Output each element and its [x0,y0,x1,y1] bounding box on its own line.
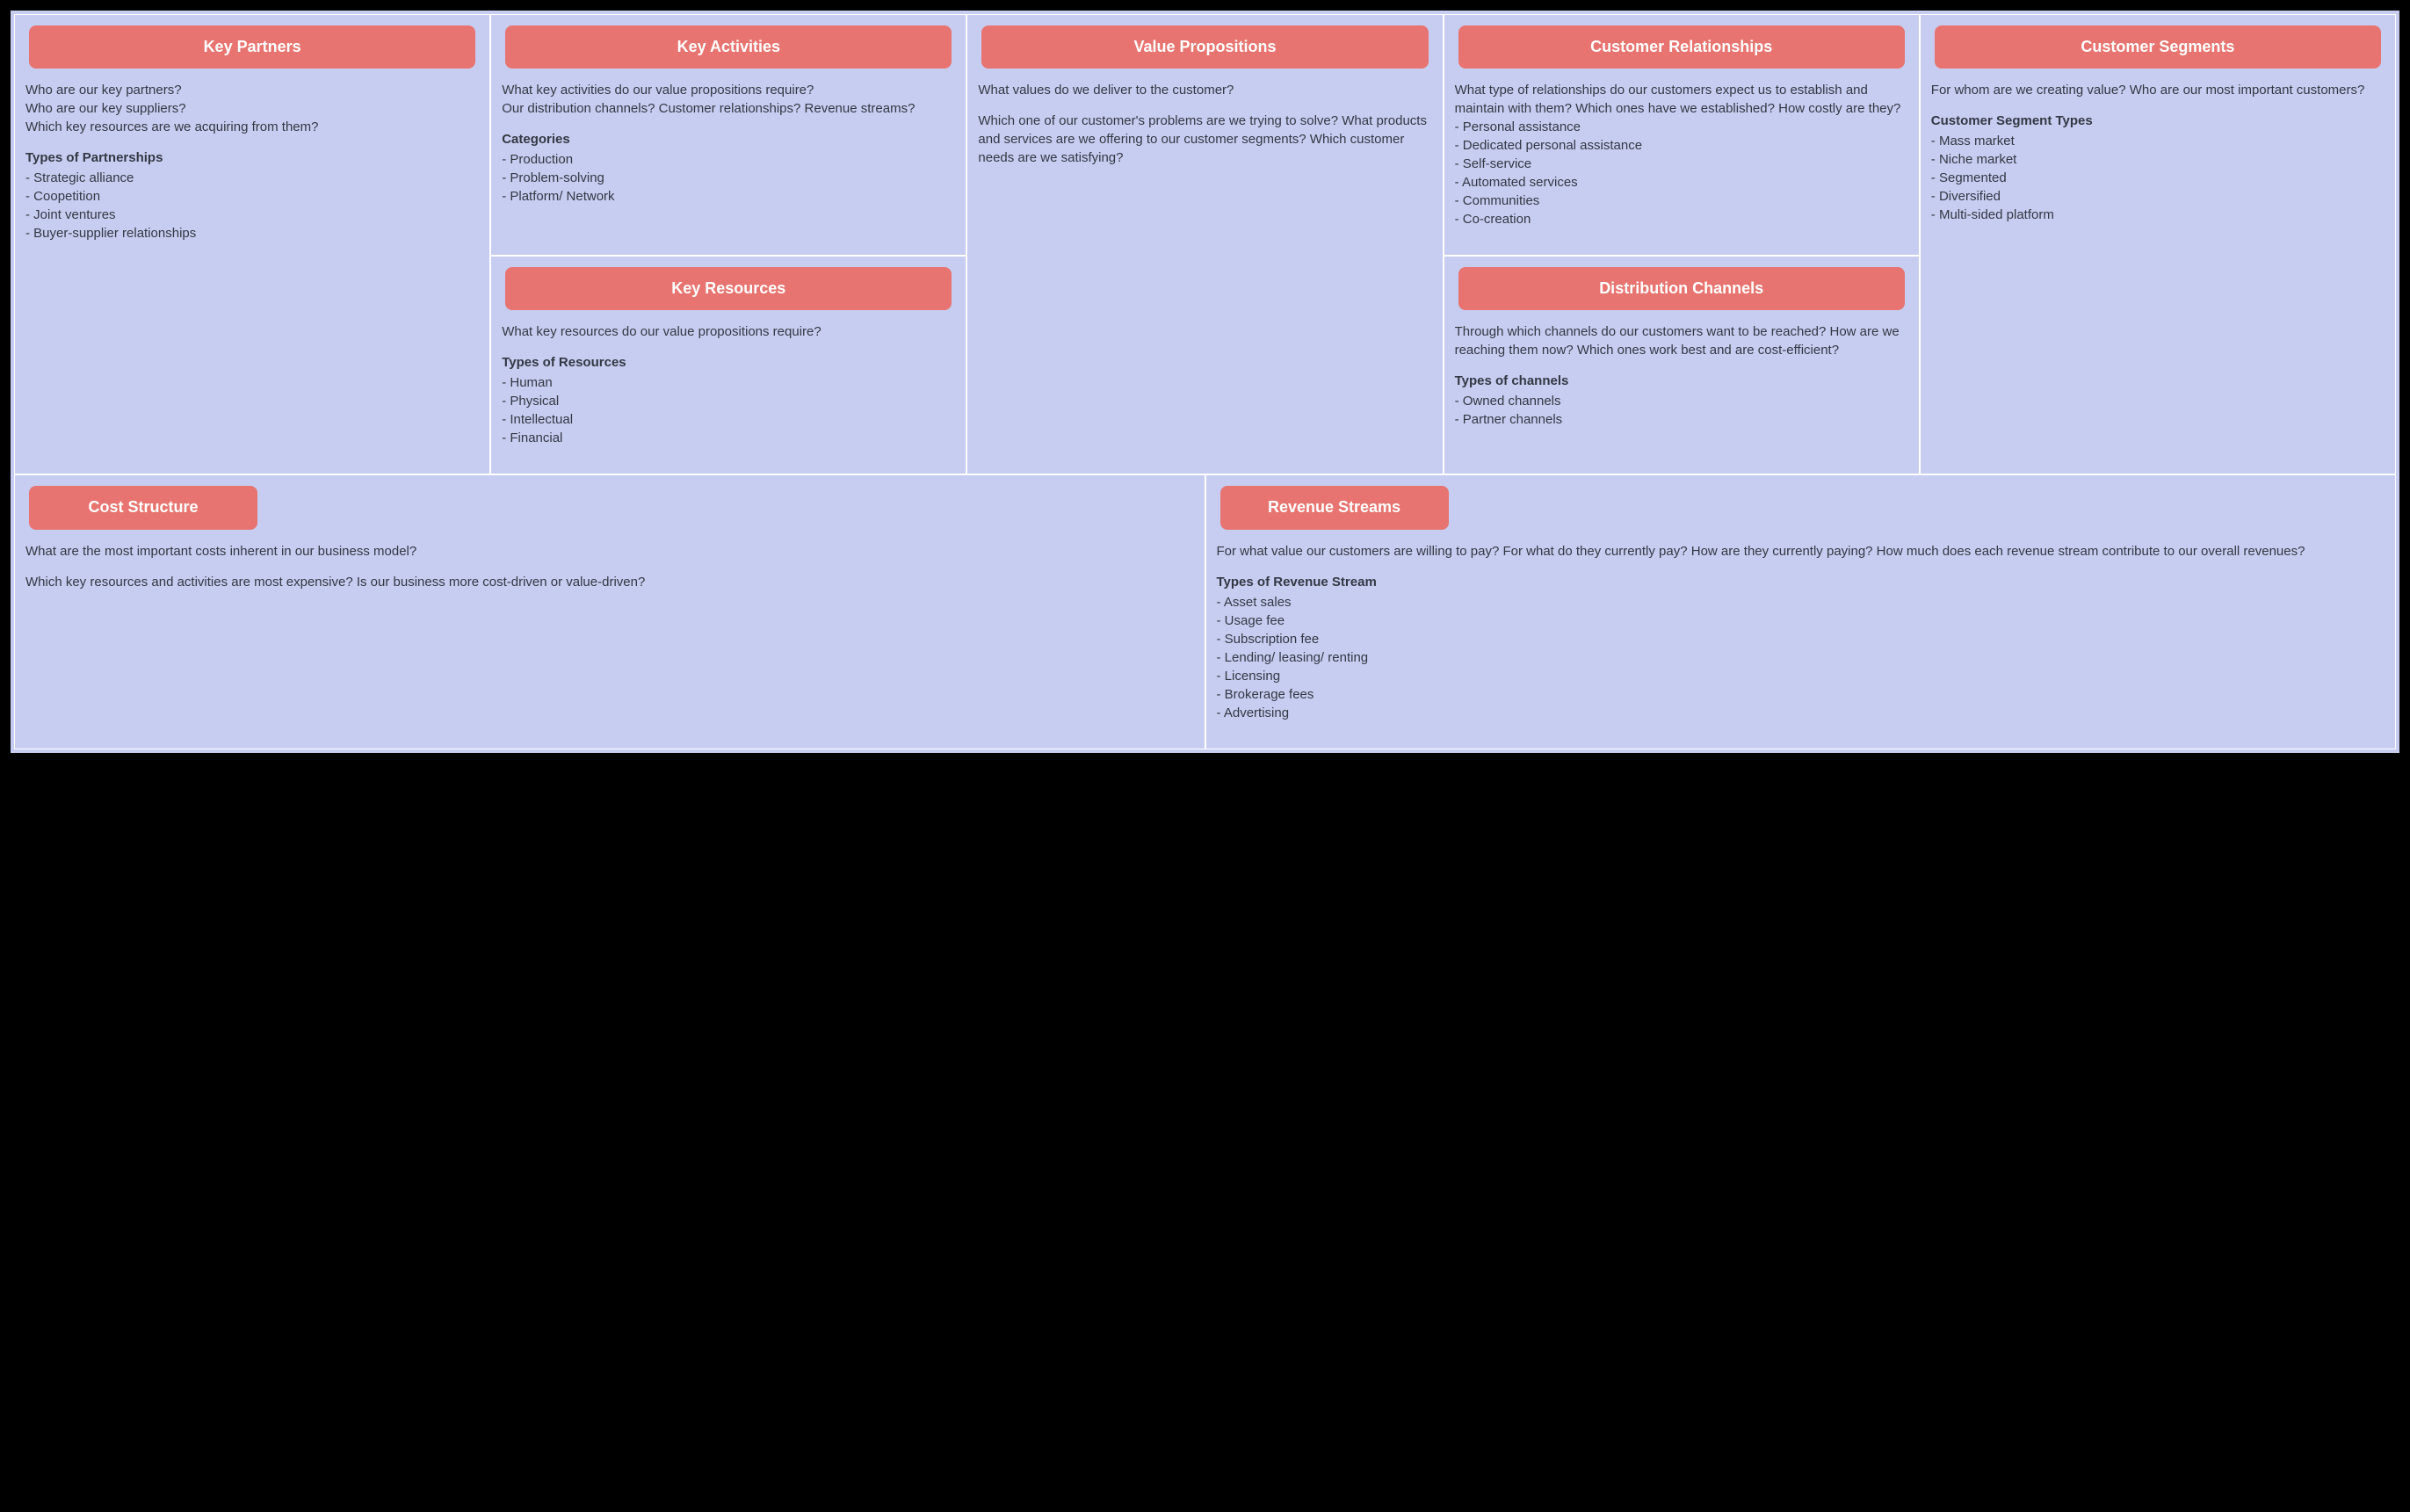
subhead: Types of channels [1455,372,1908,390]
header-customer-relationships: Customer Relationships [1458,25,1905,69]
text: Our distribution channels? Customer rela… [502,99,955,118]
subhead: Types of Revenue Stream [1217,573,2385,591]
list-item: Physical [502,392,955,410]
header-revenue-streams: Revenue Streams [1220,486,1449,529]
list-item: Partner channels [1455,410,1908,429]
list-item: Lending/ leasing/ renting [1217,648,2385,667]
list-item: Dedicated personal assistance [1455,136,1908,155]
list-item: Advertising [1217,704,2385,722]
list-item: Subscription fee [1217,630,2385,648]
header-key-partners: Key Partners [29,25,475,69]
business-model-canvas: Key Partners Who are our key partners? W… [11,11,2399,753]
list-item: Strategic alliance [25,169,479,187]
list-item: Human [502,373,955,392]
content-key-partners: Who are our key partners? Who are our ke… [25,81,479,242]
list-item: Mass market [1931,132,2385,150]
cell-revenue-streams: Revenue Streams For what value our custo… [1205,474,2397,749]
content-cost-structure: What are the most important costs inhere… [25,542,1194,591]
list-item: Coopetition [25,187,479,206]
list-item: Brokerage fees [1217,685,2385,704]
list-item: Owned channels [1455,392,1908,410]
header-key-resources: Key Resources [505,267,952,310]
list-item: Co-creation [1455,210,1908,228]
header-key-activities: Key Activities [505,25,952,69]
cell-customer-segments: Customer Segments For whom are we creati… [1920,14,2396,474]
subhead: Types of Resources [502,353,955,372]
text: Which one of our customer's problems are… [978,112,1431,167]
content-revenue-streams: For what value our customers are willing… [1217,542,2385,722]
list-item: Self-service [1455,155,1908,173]
content-key-activities: What key activities do our value proposi… [502,81,955,206]
content-customer-segments: For whom are we creating value? Who are … [1931,81,2385,224]
list-item: Segmented [1931,169,2385,187]
cell-key-activities: Key Activities What key activities do ou… [490,14,966,256]
content-customer-relationships: What type of relationships do our custom… [1455,81,1908,228]
list: Personal assistance Dedicated personal a… [1455,118,1908,228]
cell-key-partners: Key Partners Who are our key partners? W… [14,14,490,474]
text: What are the most important costs inhere… [25,542,1194,561]
header-value-propositions: Value Propositions [981,25,1428,69]
text: What values do we deliver to the custome… [978,81,1431,99]
list-item: Automated services [1455,173,1908,192]
cell-customer-relationships: Customer Relationships What type of rela… [1444,14,1920,256]
list: Strategic alliance Coopetition Joint ven… [25,169,479,242]
content-value-propositions: What values do we deliver to the custome… [978,81,1431,167]
content-key-resources: What key resources do our value proposit… [502,322,955,447]
list-item: Intellectual [502,410,955,429]
text: Which key resources and activities are m… [25,573,1194,591]
list-item: Niche market [1931,150,2385,169]
list: Production Problem-solving Platform/ Net… [502,150,955,206]
cell-value-propositions: Value Propositions What values do we del… [966,14,1443,474]
subhead: Categories [502,130,955,148]
subhead: Types of Partnerships [25,148,479,167]
text: Which key resources are we acquiring fro… [25,118,479,136]
list-item: Problem-solving [502,169,955,187]
list-item: Asset sales [1217,593,2385,611]
subhead: Customer Segment Types [1931,112,2385,130]
list-item: Usage fee [1217,611,2385,630]
header-cost-structure: Cost Structure [29,486,257,529]
text: For what value our customers are willing… [1217,542,2385,561]
cell-key-resources: Key Resources What key resources do our … [490,256,966,474]
header-distribution-channels: Distribution Channels [1458,267,1905,310]
list-item: Joint ventures [25,206,479,224]
list-item: Buyer-supplier relationships [25,224,479,242]
list-item: Communities [1455,192,1908,210]
list-item: Production [502,150,955,169]
text: What type of relationships do our custom… [1455,81,1908,118]
list: Human Physical Intellectual Financial [502,373,955,447]
text: Who are our key partners? [25,81,479,99]
list: Mass market Niche market Segmented Diver… [1931,132,2385,224]
text: Who are our key suppliers? [25,99,479,118]
text: Through which channels do our customers … [1455,322,1908,359]
header-customer-segments: Customer Segments [1935,25,2381,69]
list-item: Financial [502,429,955,447]
list-item: Licensing [1217,667,2385,685]
text: What key activities do our value proposi… [502,81,955,99]
list-item: Diversified [1931,187,2385,206]
list-item: Multi-sided platform [1931,206,2385,224]
text: What key resources do our value proposit… [502,322,955,341]
list-item: Platform/ Network [502,187,955,206]
text: For whom are we creating value? Who are … [1931,81,2385,99]
list: Owned channels Partner channels [1455,392,1908,429]
list: Asset sales Usage fee Subscription fee L… [1217,593,2385,722]
cell-distribution-channels: Distribution Channels Through which chan… [1444,256,1920,474]
cell-cost-structure: Cost Structure What are the most importa… [14,474,1205,749]
content-distribution-channels: Through which channels do our customers … [1455,322,1908,429]
list-item: Personal assistance [1455,118,1908,136]
